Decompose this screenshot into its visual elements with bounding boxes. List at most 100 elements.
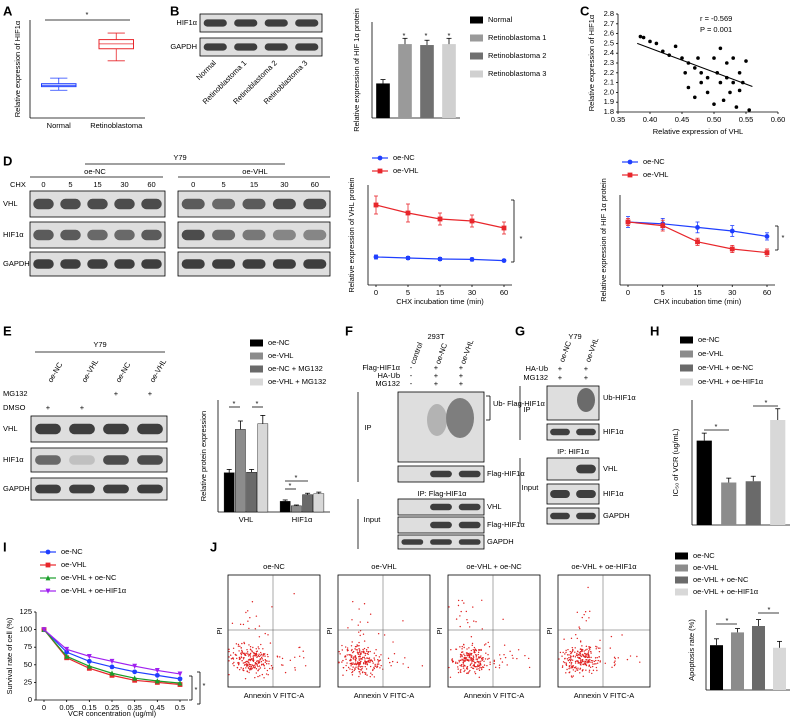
event-dot bbox=[572, 655, 574, 658]
y-axis-label: Relative expression of HIF1α bbox=[587, 14, 596, 111]
event-dot bbox=[233, 661, 235, 664]
event-dot bbox=[231, 622, 234, 625]
data-point bbox=[437, 216, 443, 222]
event-dot bbox=[242, 669, 244, 671]
event-dot bbox=[570, 662, 573, 664]
event-dot bbox=[360, 665, 362, 668]
event-dot bbox=[359, 655, 361, 658]
event-dot bbox=[365, 668, 368, 670]
legend-label: oe-NC bbox=[268, 338, 290, 347]
blot-band bbox=[303, 198, 327, 210]
event-dot bbox=[370, 672, 372, 674]
event-dot bbox=[459, 646, 461, 648]
event-dot bbox=[383, 634, 386, 636]
event-dot bbox=[240, 656, 243, 659]
event-dot bbox=[260, 656, 263, 659]
event-dot bbox=[248, 665, 251, 668]
event-dot bbox=[358, 641, 360, 644]
condition-mark: + bbox=[584, 373, 589, 382]
ubiquitin-smear bbox=[577, 388, 595, 412]
event-dot bbox=[257, 646, 259, 648]
event-dot bbox=[477, 661, 479, 663]
bar bbox=[770, 420, 786, 525]
event-dot bbox=[255, 655, 257, 657]
event-dot bbox=[588, 617, 590, 619]
event-dot bbox=[469, 652, 471, 655]
data-point bbox=[469, 218, 475, 224]
event-dot bbox=[244, 652, 246, 654]
event-dot bbox=[356, 661, 359, 663]
data-point bbox=[673, 44, 678, 49]
event-dot bbox=[524, 654, 526, 657]
blot-band bbox=[458, 521, 481, 529]
event-dot bbox=[472, 655, 474, 657]
bar bbox=[745, 481, 761, 525]
event-dot bbox=[338, 661, 340, 663]
event-dot bbox=[570, 658, 572, 661]
y-tick-label: 1.9 bbox=[604, 97, 614, 106]
condition-mark: - bbox=[410, 363, 413, 372]
event-dot bbox=[472, 667, 475, 670]
event-dot bbox=[379, 659, 382, 661]
event-dot bbox=[358, 651, 360, 654]
event-dot bbox=[366, 674, 368, 676]
event-dot bbox=[503, 654, 505, 656]
event-dot bbox=[249, 659, 251, 662]
x-tick-label: 0.50 bbox=[707, 115, 722, 124]
event-dot bbox=[346, 650, 349, 652]
event-dot bbox=[448, 606, 450, 608]
event-dot bbox=[267, 673, 269, 676]
event-dot bbox=[232, 658, 235, 660]
event-dot bbox=[495, 666, 497, 669]
event-dot bbox=[583, 660, 585, 663]
event-dot bbox=[481, 599, 483, 601]
event-dot bbox=[377, 663, 380, 665]
event-dot bbox=[621, 634, 623, 636]
event-dot bbox=[580, 664, 582, 666]
event-dot bbox=[568, 658, 571, 661]
event-dot bbox=[588, 669, 591, 671]
blot-band bbox=[141, 259, 162, 269]
event-dot bbox=[594, 663, 596, 665]
event-dot bbox=[474, 649, 477, 651]
event-dot bbox=[369, 650, 371, 653]
x-tick-label: 0.05 bbox=[59, 703, 74, 712]
event-dot bbox=[585, 669, 587, 671]
event-dot bbox=[240, 667, 242, 669]
blot-band bbox=[303, 259, 327, 269]
event-dot bbox=[473, 620, 475, 622]
event-dot bbox=[364, 652, 367, 655]
event-dot bbox=[488, 646, 491, 648]
event-dot bbox=[468, 671, 470, 673]
event-dot bbox=[345, 656, 347, 658]
event-dot bbox=[470, 659, 472, 662]
legend-label: oe-VHL + oe-NC bbox=[61, 573, 117, 582]
legend-swatch bbox=[250, 365, 263, 373]
event-dot bbox=[239, 623, 242, 626]
event-dot bbox=[363, 651, 365, 653]
lane-label: 15 bbox=[93, 180, 101, 189]
blot-band bbox=[69, 484, 95, 494]
data-point bbox=[501, 258, 507, 263]
legend-label: oe-VHL bbox=[268, 351, 293, 360]
legend-marker bbox=[45, 549, 51, 555]
y-axis-label: Relative protein expression bbox=[199, 411, 208, 501]
event-dot bbox=[565, 662, 568, 664]
event-dot bbox=[264, 632, 266, 635]
event-dot bbox=[354, 648, 356, 650]
event-dot bbox=[248, 671, 250, 674]
blot-band bbox=[242, 229, 266, 241]
event-dot bbox=[348, 653, 350, 656]
blot-band bbox=[430, 521, 452, 529]
event-dot bbox=[579, 659, 582, 661]
event-dot bbox=[236, 657, 238, 660]
event-dot bbox=[358, 631, 360, 633]
condition-label: MG132 bbox=[523, 373, 548, 382]
event-dot bbox=[509, 650, 511, 653]
event-dot bbox=[489, 661, 491, 663]
bar bbox=[709, 645, 724, 690]
event-dot bbox=[576, 652, 578, 655]
data-point bbox=[683, 71, 687, 75]
event-dot bbox=[256, 660, 258, 662]
event-dot bbox=[246, 663, 248, 665]
